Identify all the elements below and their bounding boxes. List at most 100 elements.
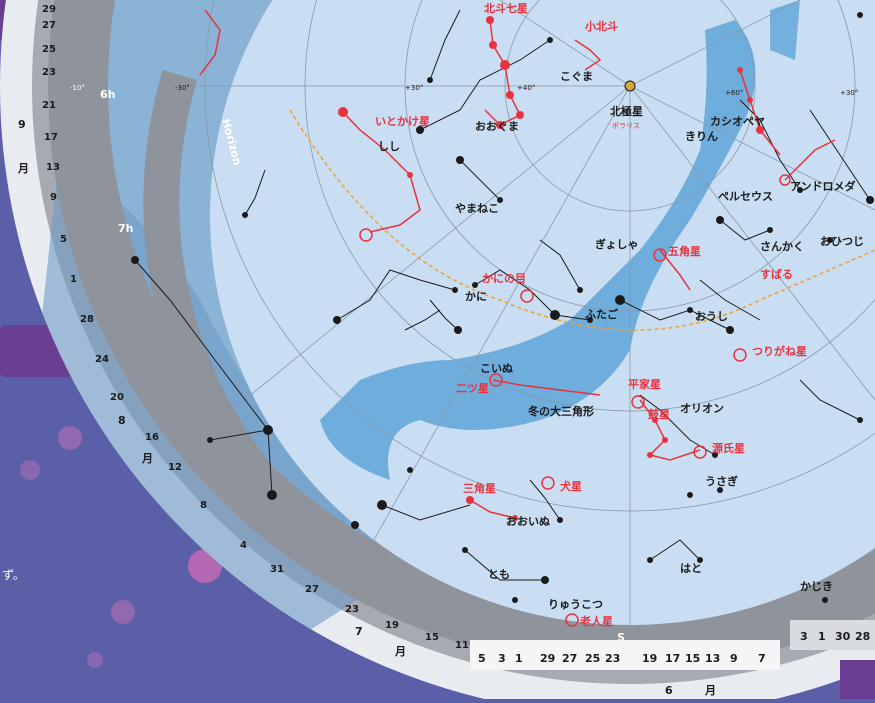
scale-num: 1	[70, 274, 77, 285]
left-date-scale: 29 27 25 23 21 17 13 9 5 1 28 24 20 16 1…	[42, 4, 469, 651]
scale-num: 20	[110, 392, 124, 403]
named-stars	[359, 174, 791, 627]
month-jun-unit: 月	[704, 684, 716, 697]
star-label: 源氏星	[712, 441, 745, 455]
decl-label: +30°	[840, 89, 858, 97]
scale-num: 15	[425, 632, 439, 643]
south-marker: S	[617, 631, 625, 644]
scale-num: 12	[168, 462, 182, 473]
corner-panel	[840, 660, 875, 699]
scale-num: 4	[240, 540, 247, 551]
constellation-lines	[134, 9, 871, 581]
scale-num: 16	[145, 432, 159, 443]
constellation-label: さんかく	[760, 240, 804, 253]
scale-num: 27	[305, 584, 319, 595]
date-num: 19	[642, 652, 657, 665]
ra-label: -10°	[70, 84, 85, 92]
right-date-block	[790, 620, 875, 650]
date-num: 15	[685, 652, 700, 665]
winter-triangle-label: 冬の大三角形	[528, 404, 594, 418]
constellation-label: ふたご	[585, 307, 619, 321]
ecliptic	[289, 109, 875, 331]
coordinate-grid	[180, 0, 875, 640]
date-num: 25	[585, 652, 600, 665]
scale-num: 17	[44, 132, 58, 143]
constellation-label: オリオン	[680, 402, 724, 415]
date-num: 7	[758, 652, 766, 665]
constellation-label: はと	[680, 562, 702, 575]
date-strip-numbers: 5 3 1 29 27 25 23 19 17 15 13 9 7	[478, 652, 766, 665]
constellation-label: かに	[465, 290, 487, 303]
constellation-label: かじき	[800, 580, 833, 593]
constellation-label: カシオペヤ	[710, 115, 765, 128]
star-label: 小北斗	[584, 19, 618, 33]
month-sep: 9	[18, 118, 26, 131]
decl-label: +60°	[725, 89, 743, 97]
constellation-label: おおぐま	[475, 120, 519, 133]
date-num: 9	[730, 652, 738, 665]
date-num: 27	[562, 652, 577, 665]
date-num: 5	[478, 652, 486, 665]
constellation-label: アンドロメダ	[790, 179, 856, 193]
scale-num: 8	[200, 500, 207, 511]
north-star-marker	[624, 80, 636, 92]
constellation-label: おひつじ	[820, 235, 864, 248]
star-label: 犬星	[560, 479, 582, 493]
asterism-stars	[338, 16, 764, 521]
side-text: ず。	[2, 568, 25, 582]
date-num: 1	[818, 630, 826, 643]
constellation-label: しし	[378, 140, 400, 153]
star-label: 五角星	[668, 244, 701, 258]
star-label: つりがね星	[752, 344, 807, 358]
north-star-label: 北極星	[610, 104, 643, 118]
milky-way	[320, 0, 800, 480]
declination-labels: +30° +40° +60° +30° -10° -30°	[70, 84, 858, 97]
hour-7-label: 7h	[118, 222, 134, 235]
star-label: 北斗七星	[484, 1, 528, 15]
month-jul-unit: 月	[394, 645, 406, 658]
star-label: すばる	[760, 267, 793, 281]
scale-num: 21	[42, 100, 56, 111]
named-star-labels: 北斗七星 小北斗 五角星 かにの目 すばる つりがね星 二ツ星 平家星 鼓星 源…	[375, 1, 807, 628]
star-label: いとかけ星	[375, 115, 430, 128]
month-aug: 8	[118, 414, 126, 427]
date-num: 30	[835, 630, 851, 643]
star-label: かにの目	[482, 272, 526, 285]
hour-6-label: 6h	[100, 88, 116, 101]
scale-num: 11	[455, 640, 469, 651]
date-num: 3	[498, 652, 506, 665]
constellation-label: りゅうこつ	[548, 598, 603, 611]
scale-num: 9	[50, 192, 57, 203]
scale-num: 23	[42, 67, 56, 78]
constellation-label: ペルセウス	[718, 190, 773, 203]
month-jul: 7	[355, 625, 363, 638]
date-num: 3	[800, 630, 808, 643]
constellation-labels: おおぐま こぐま きりん カシオペヤ ペルセウス アンドロメダ さんかく おひつ…	[378, 70, 864, 611]
decl-label: +40°	[517, 84, 535, 92]
date-strip[interactable]	[470, 640, 780, 670]
constellation-label: きりん	[685, 130, 718, 143]
scale-num: 23	[345, 604, 359, 615]
star-label: 平家星	[628, 377, 661, 391]
scale-num: 27	[42, 20, 56, 31]
constellation-label: ぎょしゃ	[595, 237, 638, 251]
scale-num: 31	[270, 564, 284, 575]
constellation-label: こいぬ	[480, 362, 513, 375]
month-aug-unit: 月	[141, 452, 153, 465]
scale-num: 25	[42, 44, 56, 55]
date-num: 29	[540, 652, 555, 665]
date-num: 13	[705, 652, 720, 665]
month-sep-unit: 月	[17, 162, 29, 175]
north-star-kana: ポラリス	[612, 122, 640, 130]
constellation-label: とも	[488, 568, 510, 581]
ra-label: -30°	[175, 84, 190, 92]
date-num: 23	[605, 652, 620, 665]
decl-label: +30°	[405, 84, 423, 92]
constellation-label: こぐま	[560, 70, 593, 83]
scale-num: 28	[80, 314, 94, 325]
constellation-label: うさぎ	[705, 474, 738, 488]
star-label: 二ツ星	[456, 382, 489, 395]
date-num: 1	[515, 652, 523, 665]
